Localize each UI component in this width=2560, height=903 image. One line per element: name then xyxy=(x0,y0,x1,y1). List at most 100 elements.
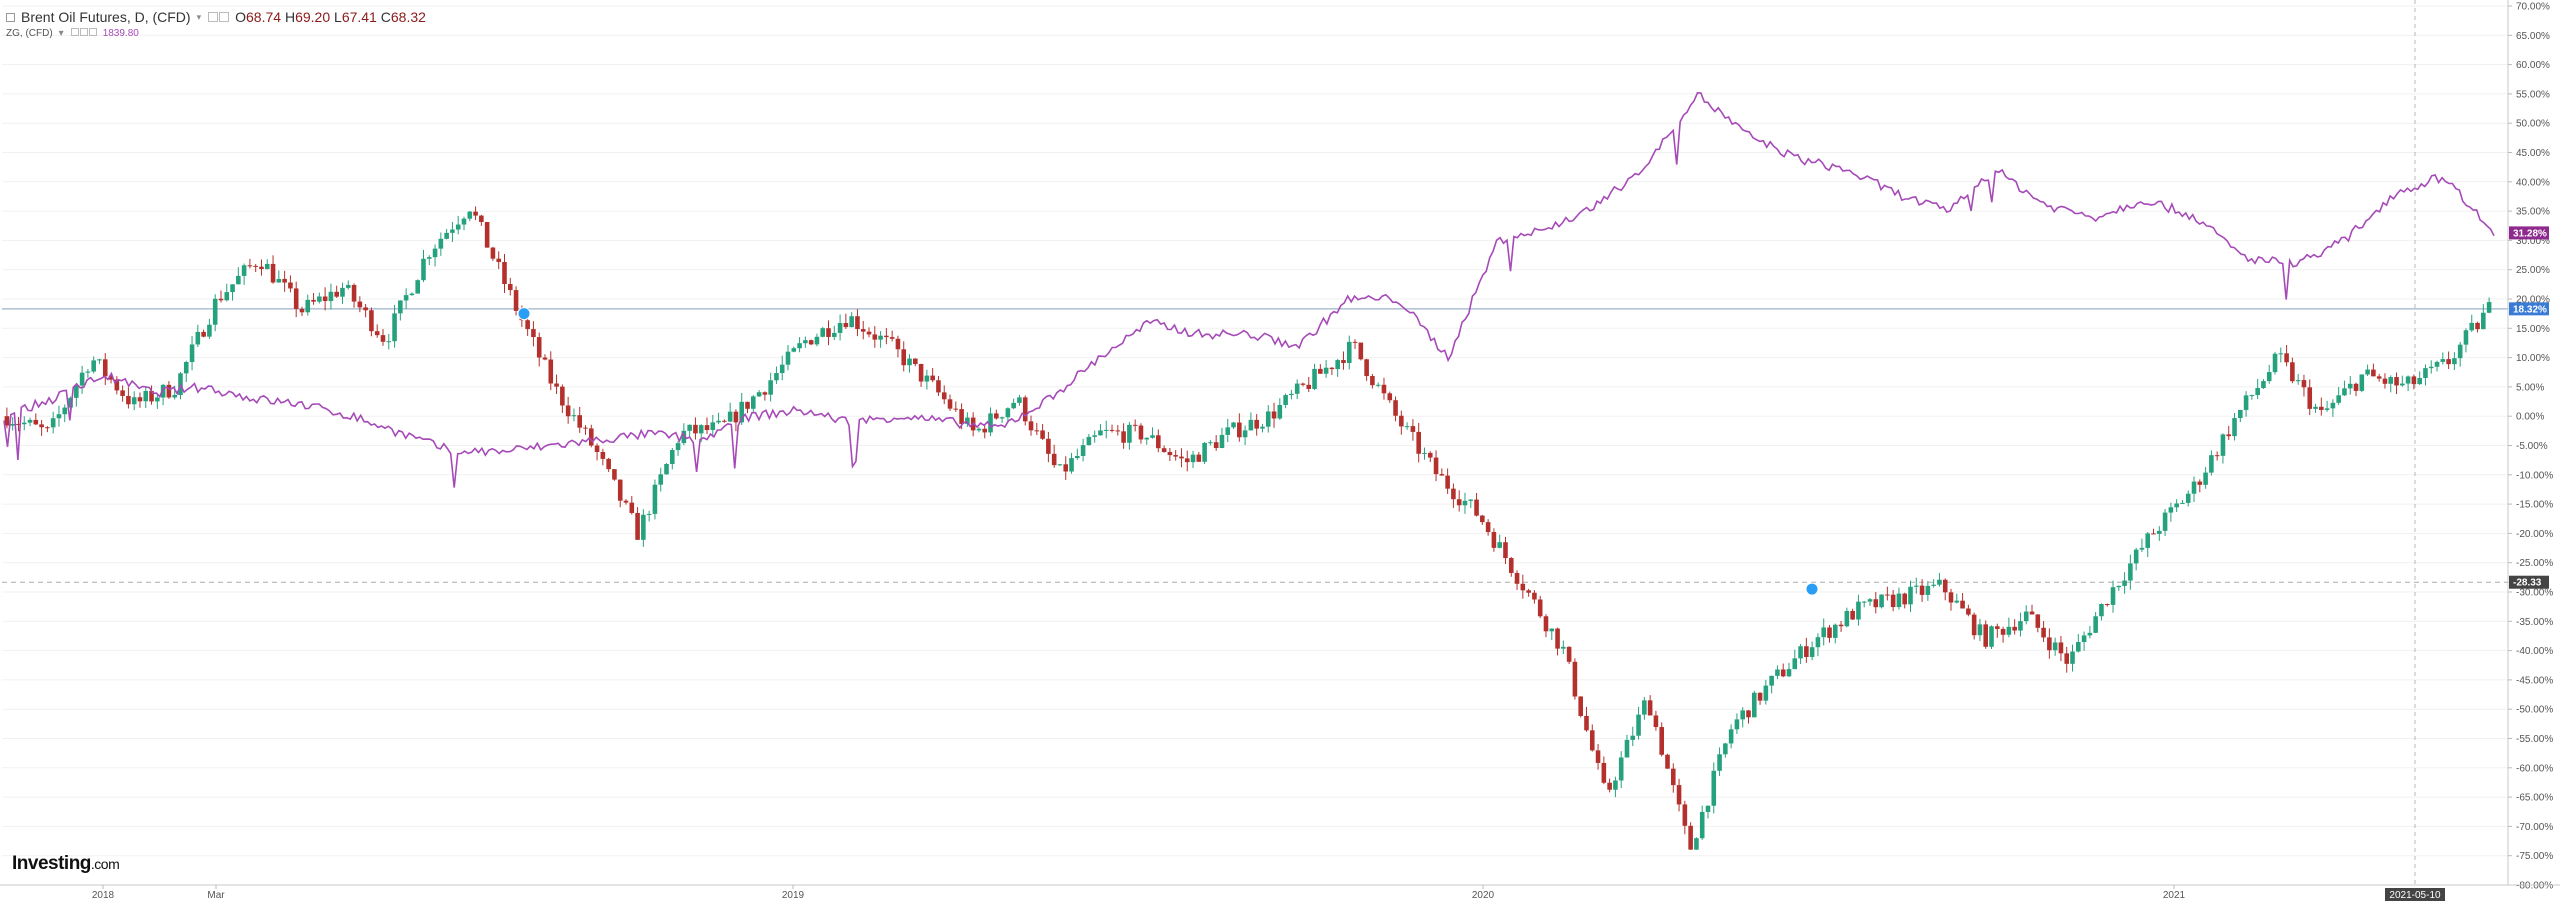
candle-body xyxy=(1393,400,1398,416)
candle-body xyxy=(2301,380,2307,388)
collapse-icon[interactable] xyxy=(6,12,15,22)
eye-icon[interactable] xyxy=(70,28,79,36)
settings-icon[interactable] xyxy=(208,12,219,22)
candle-body xyxy=(884,335,889,338)
candle-body xyxy=(629,502,635,513)
candle-body xyxy=(2428,366,2434,369)
candle-body xyxy=(1624,739,1630,758)
candle-body xyxy=(2185,493,2191,503)
candle-body xyxy=(612,469,617,480)
candle-body xyxy=(2104,603,2110,605)
candle-body xyxy=(317,296,322,302)
candle-body xyxy=(351,284,357,302)
date-badge-bg xyxy=(2385,888,2445,901)
y-tick-label: -40.00% xyxy=(2516,646,2553,657)
candle-body xyxy=(1618,757,1624,781)
candle-body xyxy=(1885,594,1890,596)
event-markers[interactable] xyxy=(517,307,1819,596)
candle-body xyxy=(1121,431,1126,443)
candle-body xyxy=(1404,426,1410,428)
value-badge-label: 31.28% xyxy=(2513,228,2547,239)
value-badge-label: -28.33 xyxy=(2513,578,2542,589)
candle-body xyxy=(1179,456,1184,459)
candle-body xyxy=(623,500,629,503)
candle-body xyxy=(2342,388,2347,396)
settings-icon-2[interactable] xyxy=(79,28,88,36)
candle-body xyxy=(1005,408,1011,418)
candle-body xyxy=(2278,353,2284,355)
candle-body xyxy=(455,224,461,230)
candle-body xyxy=(166,384,172,398)
candle-body xyxy=(398,300,403,314)
candle-body xyxy=(2463,330,2469,345)
candle-body xyxy=(2405,376,2411,384)
candle-body xyxy=(1508,558,1514,573)
candle-body xyxy=(386,341,392,343)
candle-body xyxy=(27,419,33,423)
candle-body xyxy=(467,211,473,219)
event-marker-icon[interactable] xyxy=(1805,582,1819,596)
candle-body xyxy=(2290,362,2295,382)
candle-body xyxy=(1780,669,1786,677)
candle-body xyxy=(218,298,224,301)
candle-body xyxy=(1173,455,1178,457)
y-tick-label: 70.00% xyxy=(2516,2,2550,13)
close-icon-2[interactable] xyxy=(88,28,97,36)
candle-body xyxy=(913,358,918,365)
candle-body xyxy=(97,359,102,361)
candle-body xyxy=(2023,611,2029,622)
candle-body xyxy=(617,479,623,501)
candle-body xyxy=(1734,719,1740,730)
close-icon[interactable] xyxy=(219,12,230,22)
candle-body xyxy=(322,296,328,302)
candle-body xyxy=(1017,397,1022,403)
candle-body xyxy=(1578,696,1583,716)
candle-body xyxy=(832,332,837,337)
y-tick-label: -80.00% xyxy=(2516,881,2553,892)
candle-body xyxy=(681,430,687,444)
candle-body xyxy=(1775,669,1780,676)
candle-body xyxy=(224,292,230,301)
candle-body xyxy=(1242,430,1248,438)
legend-buttons xyxy=(207,8,230,26)
candle-body xyxy=(1034,430,1040,432)
candle-body xyxy=(137,397,143,402)
y-tick-label: 60.00% xyxy=(2516,60,2550,71)
compare-caret[interactable]: ▾ xyxy=(58,28,64,39)
candle-body xyxy=(2238,409,2243,419)
candle-body xyxy=(172,395,177,398)
candle-body xyxy=(1190,454,1196,463)
candle-body xyxy=(2203,472,2208,485)
candle-body xyxy=(878,335,883,340)
candle-body xyxy=(716,420,721,423)
candle-body xyxy=(1208,442,1213,444)
candle-body xyxy=(1584,715,1589,731)
menu-caret[interactable]: ▾ xyxy=(196,12,202,22)
candle-body xyxy=(1202,442,1207,462)
candle-body xyxy=(1115,430,1121,432)
candle-body xyxy=(1358,342,1364,360)
candle-body xyxy=(2220,434,2226,456)
candle-body xyxy=(1370,376,1375,386)
candle-body xyxy=(635,512,640,540)
candle-body xyxy=(1798,646,1803,659)
candle-body xyxy=(826,328,831,337)
candle-body xyxy=(85,371,91,373)
candle-body xyxy=(953,408,959,410)
candle-body xyxy=(1514,572,1520,584)
candle-body xyxy=(2128,563,2133,581)
candle-body xyxy=(1075,455,1080,459)
candle-body xyxy=(664,463,669,475)
candle-body xyxy=(542,357,548,360)
candle-body xyxy=(1653,715,1659,728)
candle-body xyxy=(1879,594,1884,608)
event-marker-icon[interactable] xyxy=(517,307,531,321)
candle-body xyxy=(1566,646,1572,662)
value-badge-bg xyxy=(2509,302,2549,316)
candle-body xyxy=(374,331,380,336)
y-tick-label: -55.00% xyxy=(2516,734,2553,745)
investing-logo: Investing.com xyxy=(12,853,120,874)
candle-body xyxy=(74,385,79,398)
candle-body xyxy=(1694,838,1699,850)
